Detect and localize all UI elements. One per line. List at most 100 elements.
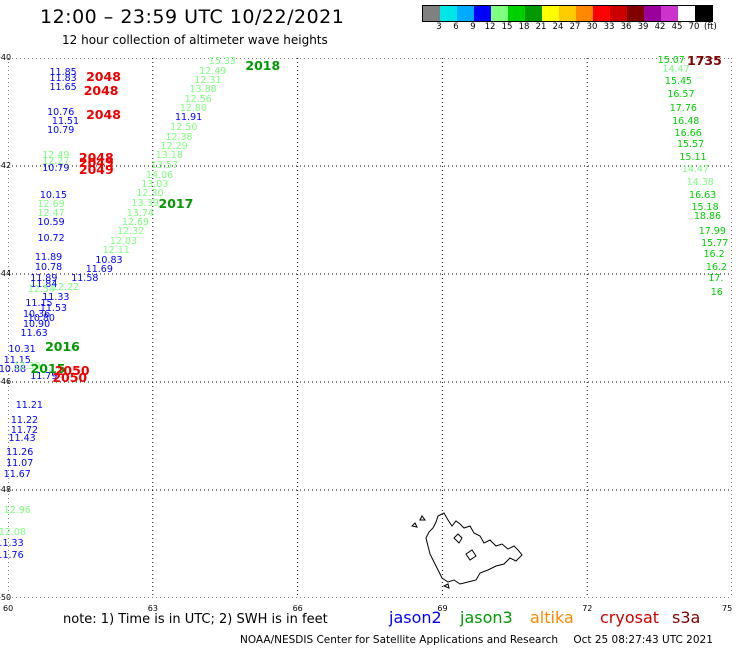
x-tick-label: 63 bbox=[147, 604, 158, 613]
legend-swatch bbox=[678, 6, 695, 21]
map-subtitle: 12 hour collection of altimeter wave hei… bbox=[62, 33, 328, 47]
wave-height-value: 10.79 bbox=[47, 124, 75, 136]
wave-height-value: 15.77 bbox=[701, 238, 729, 250]
wave-height-value: 15.07 bbox=[657, 54, 685, 66]
legend-swatch bbox=[491, 6, 508, 21]
satellite-label-altika: altika bbox=[530, 608, 574, 627]
wave-height-value: 11.26 bbox=[6, 447, 34, 459]
wave-height-value: 16.2 bbox=[703, 249, 725, 261]
track-time-label: 1735 bbox=[687, 52, 722, 68]
x-tick-label: 66 bbox=[292, 604, 303, 613]
wave-height-value: 11.69 bbox=[85, 263, 113, 275]
wave-height-value: 11.21 bbox=[15, 400, 43, 412]
legend-swatches bbox=[422, 5, 713, 22]
legend-label: 9 bbox=[470, 22, 476, 32]
footer: NOAA/NESDIS Center for Satellite Applica… bbox=[240, 634, 713, 646]
legend-label: 33 bbox=[603, 22, 615, 32]
legend-swatch bbox=[695, 6, 712, 21]
wave-height-value: 13.03 bbox=[141, 178, 169, 190]
legend-label: 45 bbox=[671, 22, 683, 32]
wave-height-value: 12.49 bbox=[199, 65, 227, 77]
track-time-label: 2018 bbox=[245, 58, 281, 74]
legend-labels: 3 6 9 12 15 18 21 24 27 30 33 36 39 42 45 70 bbox=[422, 22, 740, 36]
wave-height-value: 15.45 bbox=[664, 76, 693, 88]
footer-credit: NOAA/NESDIS Center for Satellite Applica… bbox=[240, 634, 558, 646]
wave-height-value: 11.84 bbox=[30, 278, 58, 290]
wave-height-value: 12.80 bbox=[179, 103, 208, 115]
legend-swatch bbox=[474, 6, 491, 21]
track-time-label: 2016 bbox=[45, 338, 80, 354]
map-plot-area: -40-42-44-46-48-5060636669727515.3312.49… bbox=[0, 52, 732, 613]
color-legend: 3 6 9 12 15 18 21 24 27 30 33 36 39 42 45 70 (ft) bbox=[422, 5, 717, 32]
track-time-label: 2015 bbox=[30, 360, 66, 376]
wave-height-value: 12.27 bbox=[42, 156, 70, 168]
wave-height-value: 11.15 bbox=[25, 297, 53, 309]
legend-label: 18 bbox=[518, 22, 530, 32]
x-tick-label: 60 bbox=[3, 604, 14, 613]
wave-height-value: 11.79 bbox=[30, 370, 58, 382]
wave-height-value: 11.43 bbox=[8, 432, 36, 444]
wave-height-value: 11.72 bbox=[10, 424, 39, 436]
wave-height-value: 11.33 bbox=[42, 292, 70, 304]
satellite-label-s3a: s3a bbox=[672, 608, 701, 627]
wave-height-value: 10.79 bbox=[42, 162, 70, 174]
wave-height-value: 10.88 bbox=[0, 364, 27, 376]
y-tick-label: -40 bbox=[0, 53, 12, 62]
legend-label: 42 bbox=[654, 22, 666, 32]
map-grid bbox=[8, 58, 732, 598]
wave-height-value: 13.57 bbox=[150, 160, 179, 171]
wave-height-value: 12.96 bbox=[3, 504, 31, 516]
wave-height-value: 12.54 bbox=[27, 284, 55, 296]
wave-height-value: 16.57 bbox=[667, 88, 695, 100]
wave-height-value: 12.30 bbox=[136, 188, 164, 200]
legend-label: 24 bbox=[552, 22, 564, 32]
wave-height-value: 10.80 bbox=[27, 312, 55, 324]
wave-height-value: 14.06 bbox=[146, 169, 174, 181]
wave-height-value: 13.88 bbox=[189, 84, 217, 96]
wave-height-value: 11.89 bbox=[30, 273, 58, 285]
wave-height-value: 11.85 bbox=[49, 67, 77, 79]
footer-timestamp: Oct 25 08:27:43 UTC 2021 bbox=[573, 634, 713, 646]
legend-swatch bbox=[525, 6, 542, 21]
wave-height-value: 17.99 bbox=[698, 225, 726, 237]
wave-height-value: 10.83 bbox=[95, 254, 123, 266]
legend-swatch bbox=[542, 6, 559, 21]
satellite-label-cryosat: cryosat bbox=[600, 608, 660, 627]
wave-height-value: 15.33 bbox=[208, 56, 236, 68]
track-time-label: 2049 bbox=[78, 155, 114, 171]
legend-label: 12 bbox=[484, 22, 496, 32]
wave-height-value: 12.56 bbox=[184, 94, 212, 106]
legend-swatch bbox=[423, 6, 440, 21]
wave-height-value: 14.38 bbox=[686, 177, 714, 189]
track-time-label: 2048 bbox=[86, 68, 121, 84]
wave-height-value: 12.39 bbox=[13, 360, 41, 372]
legend-label: 70 bbox=[688, 22, 700, 32]
wave-height-value: 12.49 bbox=[42, 150, 70, 162]
wave-height-value: 12.11 bbox=[102, 245, 130, 257]
legend-label: 39 bbox=[637, 22, 649, 32]
satellite-label-jason3: jason3 bbox=[460, 608, 513, 627]
grid-lines bbox=[8, 58, 732, 598]
legend-label: 15 bbox=[501, 22, 513, 32]
map-title: 12:00 – 23:59 UTC 10/22/2021 bbox=[40, 6, 345, 28]
wave-height-value: 11.53 bbox=[39, 303, 68, 315]
y-tick-label: -46 bbox=[0, 377, 12, 386]
wave-height-value: 10.59 bbox=[37, 216, 65, 228]
wave-height-value: 13.18 bbox=[155, 150, 183, 162]
track-time-label: 2050 bbox=[54, 363, 90, 379]
wave-height-value: 12.32 bbox=[117, 225, 145, 237]
wave-height-value: 13.74 bbox=[126, 207, 154, 219]
legend-swatch bbox=[627, 6, 644, 21]
legend-swatch bbox=[610, 6, 627, 21]
wave-height-value: 10.78 bbox=[35, 261, 63, 273]
y-tick-label: -50 bbox=[0, 593, 12, 602]
wave-height-value: 12.69 bbox=[121, 216, 150, 228]
wave-height-value: 11.91 bbox=[175, 112, 203, 124]
x-tick-label: 72 bbox=[582, 604, 593, 613]
y-tick-label: -42 bbox=[0, 161, 12, 170]
wave-height-value: 11.51 bbox=[51, 115, 80, 127]
wave-height-value: 12.69 bbox=[37, 198, 65, 210]
wave-height-value: 15.57 bbox=[676, 139, 705, 151]
wave-height-value: 16.48 bbox=[672, 115, 700, 127]
wave-height-value: 18.86 bbox=[693, 211, 722, 223]
